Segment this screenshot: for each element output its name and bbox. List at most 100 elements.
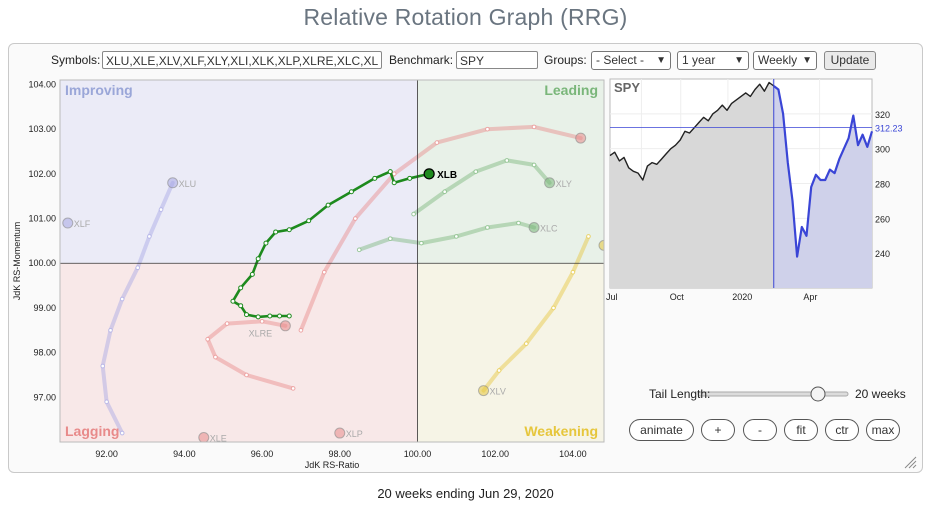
head-xlre[interactable] <box>279 320 291 332</box>
slider-track[interactable] <box>697 391 849 397</box>
head-xlu[interactable] <box>167 177 179 189</box>
tail-point <box>434 140 440 145</box>
spy-y-tick-label: 260 <box>875 214 890 224</box>
tail-length-value: 20 weeks <box>855 387 906 401</box>
y-tick-label: 101.00 <box>28 214 56 224</box>
spy-x-tick-label: Oct <box>670 292 685 302</box>
slider-thumb[interactable] <box>810 386 826 402</box>
fit-button[interactable]: fit <box>784 419 818 441</box>
head-xlf[interactable] <box>62 217 74 229</box>
spy-y-tick-label: 320 <box>875 110 890 120</box>
spy-x-tick-label: Apr <box>803 292 817 302</box>
y-tick-label: 97.00 <box>33 392 56 402</box>
spy-series-line-0 <box>609 81 775 181</box>
tail-point <box>586 234 591 239</box>
chevron-down-icon: ▼ <box>656 55 666 66</box>
tail-point <box>485 225 490 230</box>
spy-y-tick-label: 240 <box>875 249 890 259</box>
tail-point <box>454 234 459 239</box>
head-xly[interactable] <box>544 177 556 189</box>
chevron-down-icon: ▼ <box>802 55 812 66</box>
head-xlv[interactable] <box>478 385 490 397</box>
tail-point <box>372 175 378 181</box>
head-xlk[interactable] <box>598 239 609 251</box>
x-axis-label: JdK RS-Ratio <box>305 460 360 470</box>
tail-point <box>273 229 279 235</box>
frequency-select[interactable]: Weekly ▼ <box>753 51 817 70</box>
tail-point <box>407 175 413 181</box>
tail-point <box>387 169 393 175</box>
label-xlu: XLU <box>179 179 197 189</box>
tail-point <box>286 227 292 233</box>
tail-point <box>238 303 244 309</box>
spy-series-area-0 <box>610 82 774 288</box>
symbols-input[interactable]: XLU,XLE,XLV,XLF,XLY,XLI,XLK,XLP,XLRE,XLC… <box>102 51 382 69</box>
zoom-out-button[interactable]: - <box>743 419 777 441</box>
quadrant-label-weakening: Weakening <box>524 423 598 439</box>
label-xlf: XLF <box>74 219 91 229</box>
label-xlp: XLP <box>346 429 363 439</box>
quadrant-label-improving: Improving <box>65 82 133 98</box>
tail-point <box>205 336 210 342</box>
animate-button[interactable]: animate <box>629 419 694 441</box>
zoom-in-button[interactable]: + <box>701 419 735 441</box>
spy-chart: 240 260 280 300 320 312.23 SPY Jul Oct 2020 Apr <box>606 78 903 302</box>
tail-point <box>523 341 529 346</box>
head-xle[interactable] <box>198 432 210 443</box>
x-tick-label: 92.00 <box>95 449 118 459</box>
resize-handle-icon[interactable] <box>903 455 917 469</box>
tail-point <box>419 240 424 246</box>
tail-point <box>267 313 273 319</box>
spy-chart-title: SPY <box>614 80 640 95</box>
tail-point <box>485 126 490 132</box>
chevron-down-icon: ▼ <box>734 55 744 66</box>
head-xlb[interactable] <box>423 168 435 180</box>
groups-select[interactable]: - Select - ▼ <box>591 51 671 70</box>
x-tick-label: 104.00 <box>559 449 587 459</box>
head-xlp[interactable] <box>334 427 346 439</box>
tail-point <box>263 240 269 246</box>
tail-point <box>104 399 109 405</box>
tail-point <box>325 202 331 208</box>
tail-point <box>516 220 521 226</box>
quadrant-label-leading: Leading <box>544 82 598 98</box>
benchmark-label: Benchmark: <box>389 53 454 67</box>
y-axis-label: JdK RS-Momentum <box>12 222 22 301</box>
page-title: Relative Rotation Graph (RRG) <box>303 4 628 30</box>
tail-point <box>135 265 141 271</box>
spy-x-tick-label: Jul <box>606 292 618 302</box>
tail-point <box>119 296 125 302</box>
tail-point <box>504 158 510 163</box>
benchmark-input[interactable]: SPY <box>456 51 538 69</box>
y-tick-label: 98.00 <box>33 348 56 358</box>
tail-point <box>119 430 125 436</box>
tail-point <box>306 218 312 224</box>
y-tick-label: 103.00 <box>28 124 56 134</box>
x-tick-label: 98.00 <box>329 449 352 459</box>
spy-x-tick-label: 2020 <box>732 292 752 302</box>
tail-point <box>570 269 576 275</box>
label-xlv: XLV <box>490 387 506 397</box>
label-xly: XLY <box>556 179 572 189</box>
tail-point <box>147 234 152 239</box>
head-xlc[interactable] <box>528 221 540 233</box>
tail-point <box>473 169 479 174</box>
period-select[interactable]: 1 year ▼ <box>677 51 749 70</box>
spy-last-value-label: 312.23 <box>875 123 903 133</box>
label-xlc: XLC <box>540 223 558 233</box>
tail-point <box>442 189 447 195</box>
max-button[interactable]: max <box>866 419 900 441</box>
tail-point <box>259 319 265 324</box>
tail-length-slider[interactable] <box>697 386 849 402</box>
tail-point <box>249 271 255 277</box>
center-button[interactable]: ctr <box>825 419 859 441</box>
tails-group: XLUXLFXLREXLEXLPXLYXLCXLVXLK <box>62 124 609 443</box>
tail-point <box>391 171 397 177</box>
head-xli[interactable] <box>575 132 587 144</box>
update-button[interactable]: Update <box>824 51 876 70</box>
x-tick-label: 96.00 <box>251 449 274 459</box>
groups-label: Groups: <box>544 53 587 67</box>
spy-y-tick-label: 300 <box>875 145 890 155</box>
rrg-chart[interactable]: XLUXLFXLREXLEXLPXLYXLCXLVXLKXLBImproving… <box>12 79 627 470</box>
